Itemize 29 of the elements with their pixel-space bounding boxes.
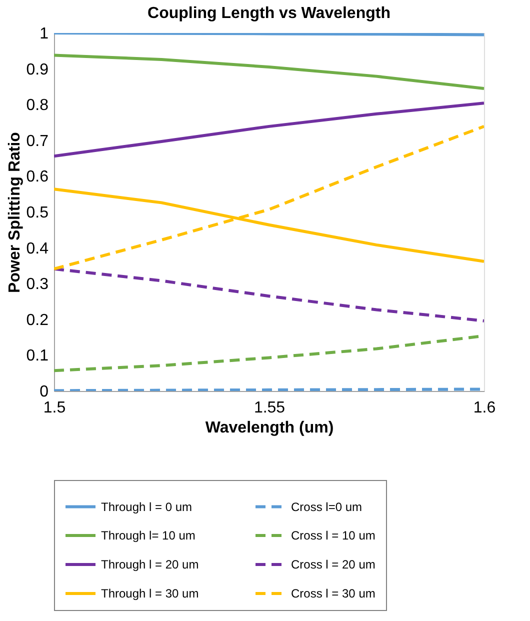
line-series (54, 102, 484, 158)
y-tick-label: 0.8 (26, 97, 49, 114)
y-tick-label: 0.2 (26, 312, 49, 329)
line-series (54, 267, 484, 322)
y-tick-label: 0.4 (26, 240, 49, 258)
legend-label: Through l= 10 um (101, 528, 196, 542)
y-tick-label: 0.7 (26, 132, 49, 150)
y-tick-label: 1 (40, 26, 49, 42)
y-tick-label: 0.3 (26, 276, 49, 294)
y-tick-label: 0.9 (26, 61, 49, 78)
y-tick-label: 0.1 (26, 348, 49, 365)
y-axis-title: Power Splitting Ratio (6, 132, 24, 293)
x-tick-label: 1.55 (254, 400, 286, 416)
x-tick-label: 1.5 (43, 400, 66, 416)
y-tick-label: 0 (40, 384, 49, 400)
chart-title: Coupling Length vs Wavelength (148, 5, 390, 22)
line-series (54, 54, 484, 90)
legend-label: Through l = 0 um (101, 500, 192, 514)
legend-label: Cross l = 10 um (291, 528, 376, 542)
legend-label: Cross l=0 um (291, 500, 362, 514)
legend-label: Through l = 20 um (101, 558, 199, 572)
line-series (54, 124, 484, 270)
legend-label: Cross l = 30 um (291, 586, 376, 600)
legend-label: Through l = 30 um (101, 586, 199, 600)
y-tick-label: 0.6 (26, 168, 49, 186)
legend-label: Cross l = 20 um (291, 558, 376, 572)
x-axis-title: Wavelength (um) (205, 420, 334, 436)
y-tick-label: 0.5 (26, 204, 49, 222)
x-tick-label: 1.6 (473, 400, 496, 416)
